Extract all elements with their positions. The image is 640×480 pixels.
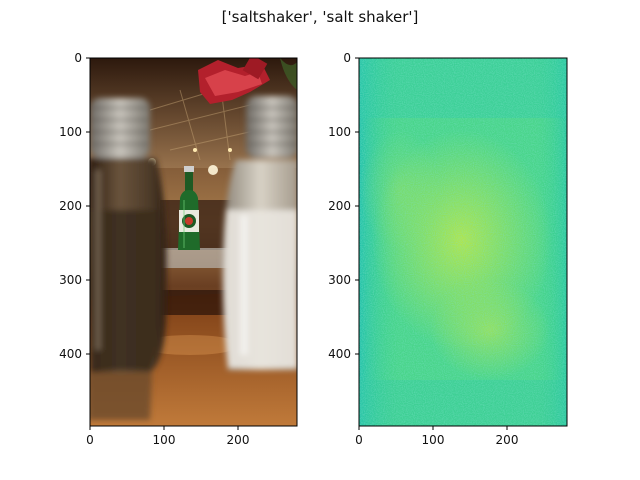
heatmap-axes-frame xyxy=(358,57,568,427)
heatmap-y-tick: 100 xyxy=(328,125,351,139)
red-decoration xyxy=(198,58,270,104)
photo-y-tick: 0 xyxy=(74,51,82,65)
photo-y-axis xyxy=(86,57,90,355)
heatmap-x-tick: 0 xyxy=(355,433,363,447)
photo-y-tick: 100 xyxy=(59,125,82,139)
photo-x-tick: 0 xyxy=(86,433,94,447)
photo-y-tick: 300 xyxy=(59,273,82,287)
photo-x-tick: 200 xyxy=(227,433,250,447)
heatmap-y-tick: 400 xyxy=(328,347,351,361)
figure-title: ['saltshaker', 'salt shaker'] xyxy=(221,8,419,26)
heatmap-x-axis xyxy=(358,426,508,430)
heatmap-y-tick: 0 xyxy=(343,51,351,65)
heatmap-y-tick: 300 xyxy=(328,273,351,287)
photo-y-tick: 200 xyxy=(59,199,82,213)
heatmap-y-tick: 200 xyxy=(328,199,351,213)
salt-shaker xyxy=(222,96,297,370)
pepper-shaker xyxy=(90,98,167,420)
heatmap-y-axis xyxy=(355,57,359,355)
heatmap-x-tick: 200 xyxy=(496,433,519,447)
photo-axes-frame xyxy=(89,57,298,427)
heatmap-x-tick: 100 xyxy=(422,433,445,447)
heatmap-panel xyxy=(359,58,567,426)
photo-x-axis xyxy=(89,426,239,430)
photo-x-tick: 100 xyxy=(153,433,176,447)
photo-y-tick: 400 xyxy=(59,347,82,361)
beer-bottle xyxy=(178,166,200,250)
photo-panel xyxy=(90,58,297,426)
